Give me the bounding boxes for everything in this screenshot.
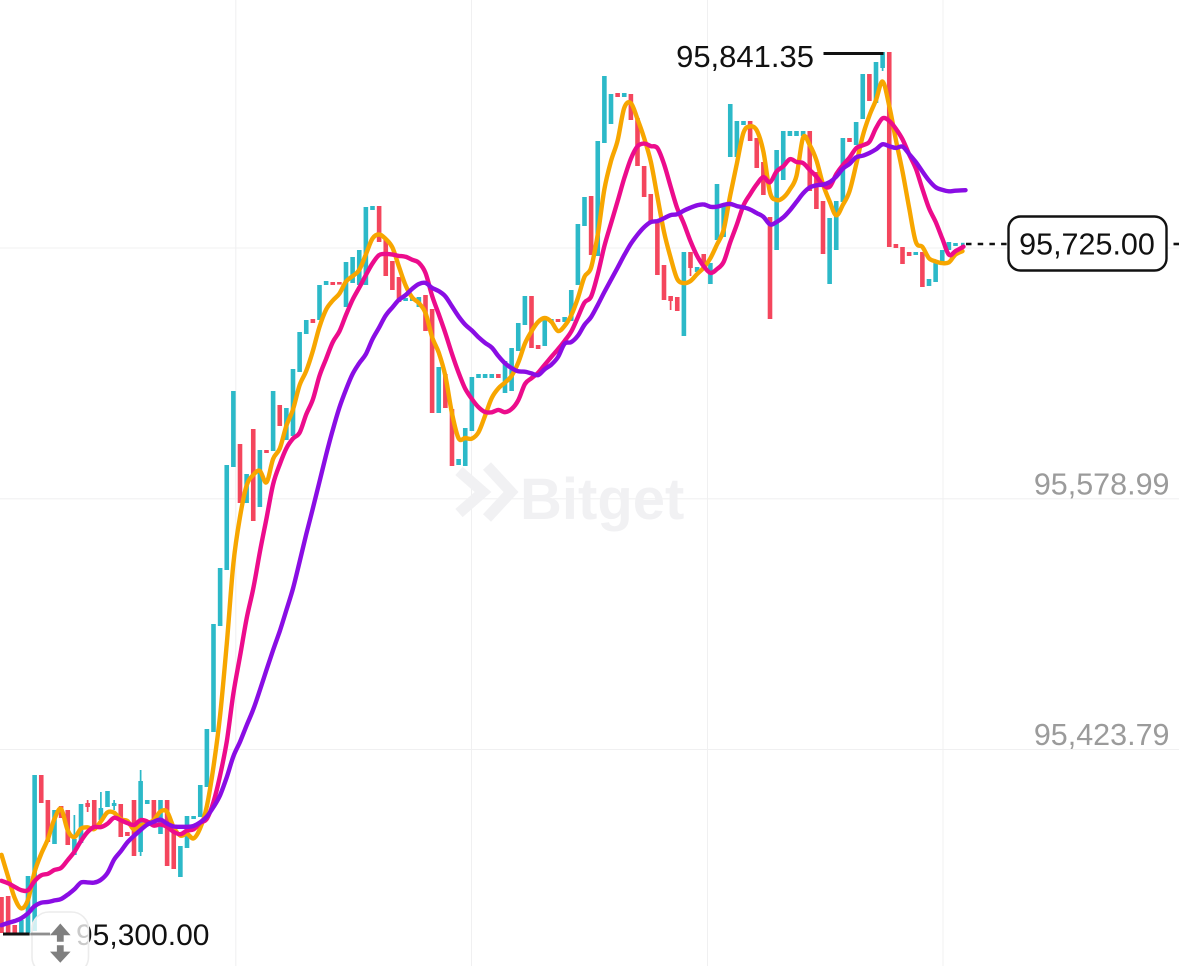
svg-text:Bitget: Bitget <box>520 467 684 532</box>
svg-text:95,841.35: 95,841.35 <box>676 39 814 74</box>
svg-text:95,725.00: 95,725.00 <box>1019 228 1155 262</box>
svg-text:95,423.79: 95,423.79 <box>1034 718 1170 752</box>
svg-text:95,300.00: 95,300.00 <box>76 919 209 952</box>
svg-text:95,578.99: 95,578.99 <box>1034 468 1170 502</box>
